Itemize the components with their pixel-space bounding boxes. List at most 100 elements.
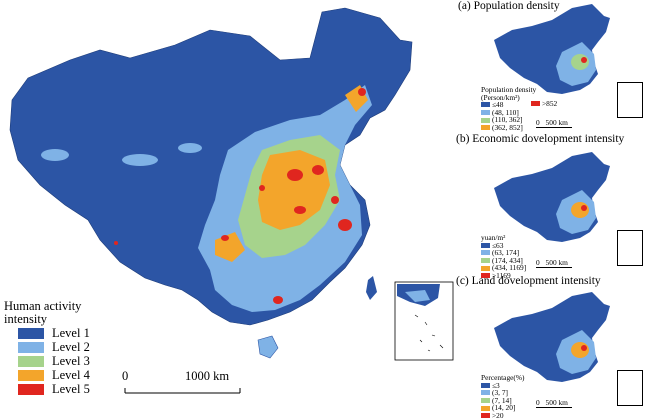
legend-swatch <box>18 341 44 353</box>
level5-spot <box>273 296 283 304</box>
main-scale-bar <box>124 388 241 394</box>
panel-map-territory <box>494 4 610 94</box>
panel-map-hotspot <box>581 205 587 211</box>
legend-swatch <box>18 327 44 339</box>
level5-spot <box>358 88 366 96</box>
panel-scale-line <box>536 407 572 408</box>
panel-map-hotspot <box>581 57 587 63</box>
panel-map <box>494 152 610 242</box>
panel-legend-swatch <box>481 117 490 123</box>
level5-spot <box>221 235 229 241</box>
level5-spot <box>331 196 339 204</box>
panel-title: (b) Economic dovelopment intensity <box>456 133 625 145</box>
legend-label: Level 5 <box>52 381 90 396</box>
panel-scale-start: 0 <box>536 398 540 407</box>
panel-legend-label: (14, 20] <box>492 403 516 413</box>
panel-legend-item: (7, 14] <box>481 397 549 405</box>
panel-map-territory <box>494 292 610 382</box>
panel-scale-bar: 0 500 km <box>536 398 572 408</box>
taiwan-island <box>366 276 377 300</box>
panel-scale-end: 500 km <box>543 398 568 407</box>
china-territory <box>9 7 413 326</box>
panel-scale-end: 500 km <box>543 118 568 127</box>
main-scale-end: 1000 km <box>185 369 230 383</box>
panel-scale-start: 0 <box>536 118 540 127</box>
panel-legend-item: (48, 110] <box>481 109 549 117</box>
level2-patch <box>178 143 202 153</box>
legend-swatch <box>18 355 44 367</box>
panel-legend-swatch <box>481 110 490 116</box>
panel-legend-label: (7, 14] <box>492 395 512 405</box>
level5-spot <box>259 185 265 191</box>
level5-spot <box>287 169 303 181</box>
level5-spot <box>312 165 324 175</box>
panel-legend-swatch <box>481 125 490 131</box>
panel-legend-label: >1169 <box>492 270 511 280</box>
panel-legend-item: (3, 7] <box>481 389 549 397</box>
main-scale-start: 0 <box>122 369 129 383</box>
panel-legend-item: ≤48 <box>481 101 549 109</box>
legend-item: Level 4 <box>4 368 124 382</box>
panel-legend-title: Population density (Person/km²) <box>481 85 537 102</box>
panel-legend: Percentage(%) ≤3 (3, 7] (7, 14] (14, 20] >20 <box>481 374 549 420</box>
panel-legend-swatch <box>481 258 490 264</box>
legend-label: Level 4 <box>52 367 90 382</box>
panel-legend-label: >852 <box>542 99 558 108</box>
panel-legend-swatch <box>481 102 490 108</box>
panel-legend-item: ≤3 <box>481 381 549 390</box>
panel-map-territory <box>494 152 610 242</box>
panel-legend-item: (362, 852] <box>481 124 549 132</box>
panel-legend-swatch <box>481 273 490 279</box>
panel-legend-label: ≤63 <box>492 240 504 250</box>
panel-legend-label: (110, 362] <box>492 115 523 125</box>
panel-map-hotspot <box>581 345 587 351</box>
panel-legend-label: (48, 110] <box>492 107 519 117</box>
legend-item: Level 5 <box>4 382 124 396</box>
legend-item: Level 3 <box>4 354 124 368</box>
panel-legend-title: yuan/m² <box>481 233 506 242</box>
panel-inset <box>617 370 643 406</box>
panel-legend-swatch <box>481 250 490 256</box>
level2-patch <box>41 149 69 161</box>
legend-label: Level 1 <box>52 325 90 340</box>
panel-legend-item: >20 <box>481 412 549 420</box>
panel-map-core <box>571 54 589 70</box>
panel-title: (a) Population density <box>458 0 560 12</box>
legend-item: Level 1 <box>4 326 124 340</box>
panel-legend-swatch <box>481 242 490 248</box>
panel-legend-label: (174, 434] <box>492 255 523 265</box>
hainan-island <box>257 335 279 359</box>
panel-legend-right: >852 <box>531 100 557 108</box>
panel-legend-swatch <box>481 390 490 396</box>
panel-map <box>494 292 610 382</box>
main-map-svg <box>9 7 454 394</box>
panel-legend-item: (110, 362] <box>481 116 549 124</box>
panel-legend-item: >852 <box>531 100 557 108</box>
panel-legend-item: (174, 434] <box>481 257 549 265</box>
level5-hotspots <box>114 88 366 304</box>
panel-legend: yuan/m² ≤63 (63, 174] (174, 434] (434, 1169]… <box>481 234 549 280</box>
panel-legend-label: (3, 7] <box>492 388 509 398</box>
panel-legend-label: ≤48 <box>492 100 504 110</box>
legend-items: Level 1 Level 2 Level 3 Level 4 Level 5 <box>4 326 124 396</box>
main-map <box>9 7 454 394</box>
panel-scale-line <box>536 127 572 128</box>
panel-legend-swatch <box>481 405 490 411</box>
level5-spot <box>114 241 118 245</box>
inset-coast-level <box>405 290 430 302</box>
panel-legend-item: (434, 1169] <box>481 264 549 272</box>
level2-patch <box>122 154 158 166</box>
panel-legend-swatch <box>481 382 490 388</box>
legend-swatch <box>18 383 44 395</box>
panel-map <box>494 4 610 94</box>
panel-legend-label: (362, 852] <box>492 122 523 132</box>
panel-scale-start: 0 <box>536 258 540 267</box>
panel-legend: Population density (Person/km²) ≤48 (48, 1… <box>481 86 549 132</box>
panel-legend-label: (63, 174] <box>492 248 520 258</box>
inset-islands <box>414 314 444 352</box>
panel-title: (c) Land dovelopment intensity <box>456 275 601 287</box>
level5-spot <box>294 206 306 214</box>
legend-title: Human activity intensity <box>4 299 82 326</box>
panel-legend-swatch <box>481 265 490 271</box>
